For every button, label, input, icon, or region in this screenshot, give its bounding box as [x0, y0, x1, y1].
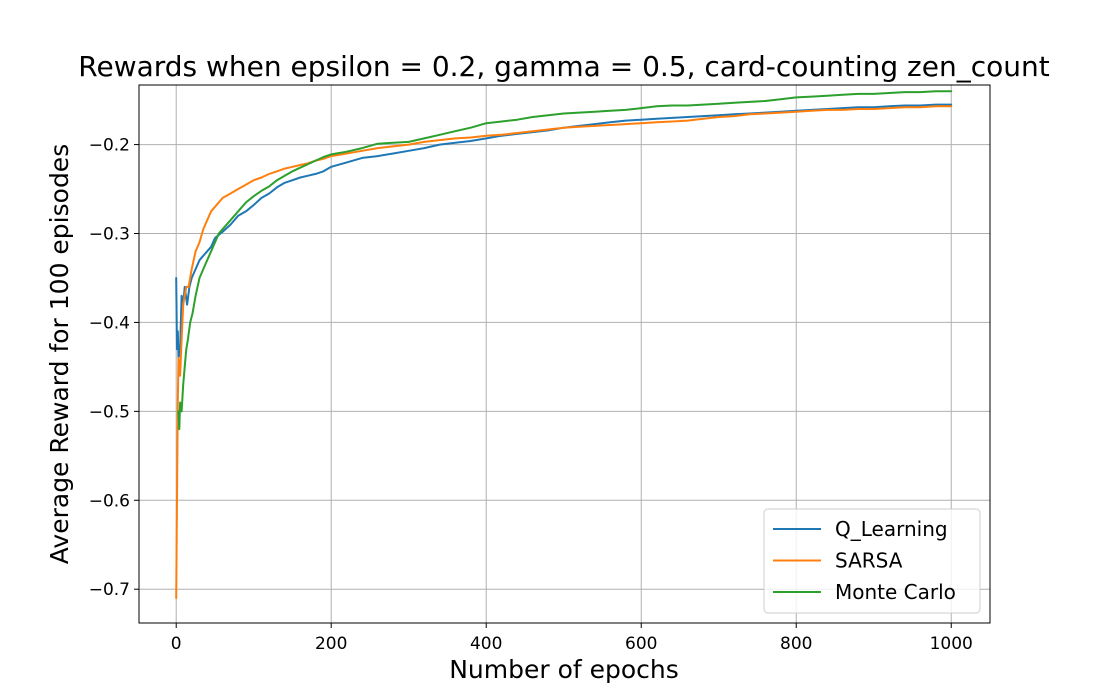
x-tick-label: 400	[470, 634, 502, 654]
x-tick-label: 1000	[930, 634, 973, 654]
series-line-monte-carlo	[177, 90, 953, 431]
legend-label-monte-carlo: Monte Carlo	[835, 580, 956, 604]
x-axis: 0 200 400 600 800 1000	[171, 623, 973, 654]
y-axis: −0.7 −0.6 −0.5 −0.4 −0.3 −0.2	[89, 136, 139, 600]
y-tick-label: −0.5	[89, 402, 130, 422]
y-tick-label: −0.7	[89, 580, 130, 600]
y-axis-label: Average Reward for 100 episodes	[45, 144, 74, 564]
plot-frame	[138, 84, 991, 624]
legend: Q_Learning SARSA Monte Carlo	[763, 508, 981, 614]
x-axis-label: Number of epochs	[449, 655, 679, 684]
y-tick-label: −0.3	[89, 225, 130, 245]
series-layer	[175, 90, 953, 600]
legend-label-sarsa: SARSA	[835, 549, 903, 573]
legend-box	[763, 508, 981, 614]
x-tick-label: 800	[780, 634, 812, 654]
chart-title: Rewards when epsilon = 0.2, gamma = 0.5,…	[78, 50, 1049, 83]
y-tick-label: −0.2	[89, 136, 130, 156]
x-tick-label: 600	[625, 634, 657, 654]
x-tick-label: 200	[315, 634, 347, 654]
x-tick-label: 0	[171, 634, 182, 654]
legend-label-q-learning: Q_Learning	[835, 517, 948, 541]
grid-lines	[139, 85, 990, 623]
series-line-sarsa	[175, 105, 953, 600]
y-tick-label: −0.6	[89, 491, 130, 511]
y-tick-label: −0.4	[89, 313, 130, 333]
series-line-q-learning	[175, 103, 953, 359]
